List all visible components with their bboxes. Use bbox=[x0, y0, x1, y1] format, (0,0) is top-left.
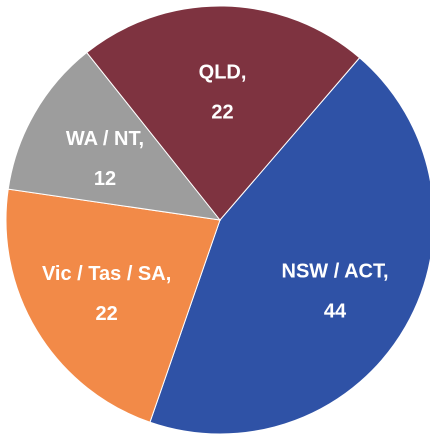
pie-slice bbox=[7, 51, 222, 221]
slice-label: QLD, bbox=[199, 62, 247, 84]
slice-value: 44 bbox=[324, 300, 347, 322]
slice-value: 22 bbox=[96, 303, 118, 325]
pie-slice bbox=[5, 188, 221, 423]
slice-label: WA / NT, bbox=[66, 128, 144, 150]
slice-value: 12 bbox=[94, 168, 116, 190]
slice-label: NSW / ACT, bbox=[282, 260, 389, 282]
pie-slice bbox=[86, 5, 361, 221]
slice-value: 22 bbox=[211, 102, 233, 124]
pie-slice bbox=[149, 57, 430, 435]
slice-label: Vic / Tas / SA, bbox=[42, 263, 171, 285]
